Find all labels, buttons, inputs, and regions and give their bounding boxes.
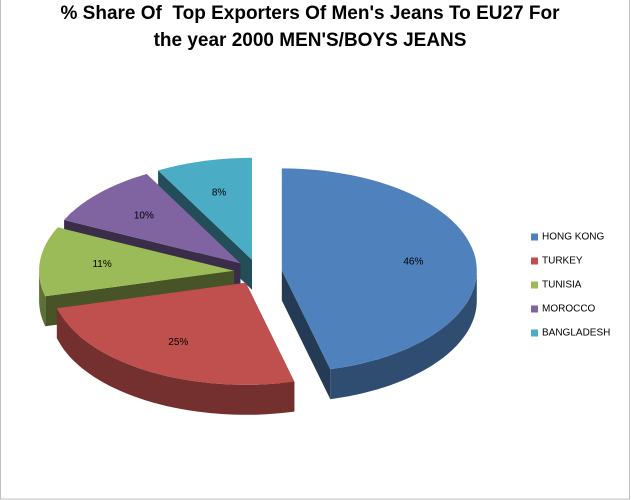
slice-rim: [330, 270, 477, 400]
legend-swatch: [531, 281, 538, 289]
value-label: 46%: [403, 256, 423, 267]
legend-swatch: [531, 329, 538, 337]
slice-rim: [56, 308, 295, 415]
value-label: 25%: [168, 337, 188, 348]
legend-swatch: [531, 257, 538, 265]
legend-label: HONG KONG: [542, 232, 604, 243]
slice: [39, 227, 235, 297]
legend-label: MOROCCO: [542, 304, 596, 315]
chart-title: % Share Of Top Exporters Of Men's Jeans …: [60, 3, 560, 51]
value-label: 10%: [134, 211, 154, 222]
slice-side: [281, 270, 331, 400]
legend-swatch: [531, 305, 538, 313]
slice: [64, 174, 241, 264]
slice: [56, 282, 295, 385]
legend-label: TUNISIA: [542, 280, 582, 291]
slice: [158, 157, 252, 260]
slice: [281, 168, 477, 370]
value-label: 8%: [212, 187, 227, 198]
legend-swatch: [531, 233, 538, 241]
value-label: 11%: [92, 259, 111, 270]
legend-label: BANGLADESH: [542, 328, 610, 339]
legend-label: TURKEY: [542, 256, 583, 267]
slice-rim: [39, 270, 46, 327]
